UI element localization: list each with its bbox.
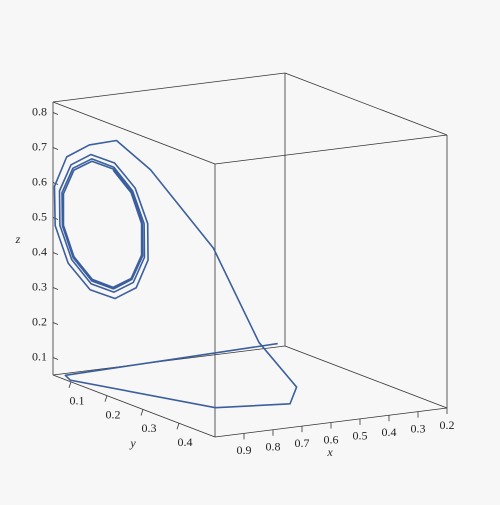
y-tick-label: 0.1 xyxy=(70,394,85,408)
y-axis-label: y xyxy=(129,436,136,450)
z-tick xyxy=(52,357,59,360)
y-tick-label: 0.3 xyxy=(142,421,157,435)
x-tick-label: 0.2 xyxy=(440,418,455,432)
z-tick-label: 0.8 xyxy=(32,104,47,118)
z-tick-label: 0.5 xyxy=(32,209,47,223)
box-edge xyxy=(214,134,448,165)
z-axis-label: z xyxy=(15,232,21,246)
z-tick xyxy=(52,322,59,325)
x-tick-label: 0.6 xyxy=(324,432,339,446)
box-edge xyxy=(284,72,448,136)
z-tick-label: 0.7 xyxy=(32,139,47,153)
box-edge xyxy=(52,72,286,103)
x-tick-label: 0.3 xyxy=(411,421,426,435)
y-tick-label: 0.2 xyxy=(106,407,121,421)
x-tick-label: 0.8 xyxy=(266,440,281,454)
box-edge xyxy=(284,345,448,409)
z-tick-label: 0.1 xyxy=(32,349,47,363)
y-tick xyxy=(104,395,108,402)
x-tick-label: 0.7 xyxy=(295,436,310,450)
y-tick xyxy=(68,381,72,389)
x-axis-label: x xyxy=(326,445,333,459)
z-tick-label: 0.4 xyxy=(32,244,47,258)
z-tick xyxy=(52,112,59,115)
x-tick-label: 0.9 xyxy=(237,443,252,457)
z-tick-label: 0.3 xyxy=(32,279,47,293)
z-tick-label: 0.2 xyxy=(32,314,47,328)
box-edge xyxy=(52,101,216,165)
trajectory xyxy=(53,139,298,409)
y-tick-label: 0.4 xyxy=(178,435,193,449)
x-tick-label: 0.5 xyxy=(353,429,368,443)
z-tick xyxy=(52,252,59,255)
z-tick-label: 0.6 xyxy=(32,174,47,188)
box-edge xyxy=(52,374,216,438)
z-tick xyxy=(52,147,59,150)
z-tick xyxy=(52,287,59,290)
y-tick xyxy=(176,423,180,430)
y-tick xyxy=(140,409,144,416)
x-tick-label: 0.4 xyxy=(382,425,397,439)
